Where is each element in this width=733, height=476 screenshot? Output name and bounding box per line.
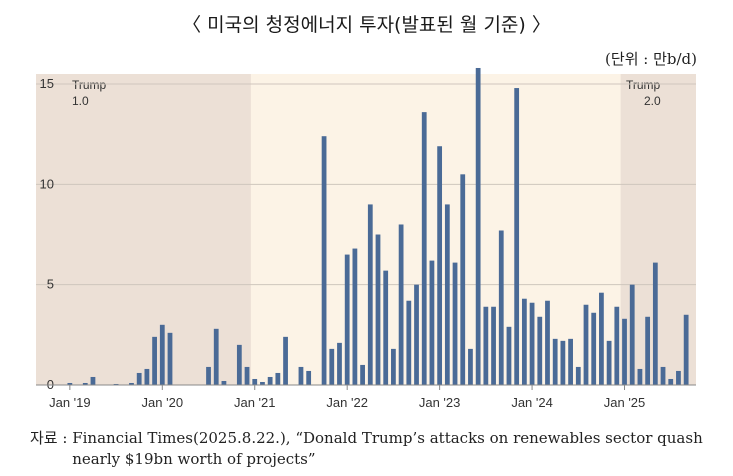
bar <box>391 348 396 385</box>
shaded-period-sublabel: 2.0 <box>644 94 661 108</box>
bar <box>521 298 527 385</box>
bar <box>398 224 404 385</box>
bar <box>236 344 242 385</box>
bar <box>260 381 265 385</box>
chart-title: 〈 미국의 청정에너지 투자(발표된 월 기준) 〉 <box>182 14 551 36</box>
bar <box>514 88 520 385</box>
bar <box>437 146 443 385</box>
bar <box>676 370 681 385</box>
bar <box>552 338 558 385</box>
bar <box>475 67 481 385</box>
bar <box>329 348 335 385</box>
bar <box>159 324 165 385</box>
bar <box>506 326 512 385</box>
y-tick-label: 15 <box>40 76 54 91</box>
bar <box>213 328 219 385</box>
bar <box>383 270 389 385</box>
bar <box>614 306 620 385</box>
bar <box>668 378 674 385</box>
bar <box>375 234 381 385</box>
bar <box>575 366 581 385</box>
bar <box>468 348 473 385</box>
bar <box>90 376 96 385</box>
bar <box>352 248 358 385</box>
bar <box>645 316 651 385</box>
x-tick-label: Jan '19 <box>49 395 91 410</box>
bar <box>537 316 543 385</box>
bar <box>629 284 635 385</box>
bar <box>568 338 573 385</box>
bar <box>298 366 304 385</box>
bar <box>252 378 258 385</box>
bar <box>152 336 157 385</box>
bar <box>529 302 535 385</box>
bar <box>452 262 458 385</box>
bar <box>606 340 612 385</box>
bar <box>483 306 489 385</box>
bar <box>136 372 142 385</box>
y-tick-label: 5 <box>47 277 54 292</box>
x-tick-label: Jan '22 <box>326 395 368 410</box>
bar <box>460 174 466 385</box>
bar <box>622 318 627 385</box>
bar <box>683 314 689 385</box>
bar <box>221 380 227 385</box>
bar <box>429 260 435 385</box>
unit-label: (단위 : 만b/d) <box>605 50 697 68</box>
bar <box>652 262 658 385</box>
bar <box>498 230 504 385</box>
bar <box>637 368 643 385</box>
bar <box>344 254 350 385</box>
bar <box>360 364 365 385</box>
x-tick-label: Jan '20 <box>142 395 184 410</box>
bar <box>306 370 312 385</box>
bar <box>267 376 273 385</box>
bar <box>414 284 419 385</box>
bar <box>560 340 566 385</box>
bar <box>82 382 88 385</box>
bar <box>591 312 597 385</box>
x-tick-label: Jan '24 <box>511 395 553 410</box>
bar <box>275 372 281 385</box>
bar <box>321 136 327 385</box>
bar <box>660 366 666 385</box>
shaded-period-label: Trump <box>626 78 661 92</box>
x-tick-label: Jan '25 <box>604 395 646 410</box>
bar <box>244 366 250 385</box>
bar <box>491 306 496 385</box>
bar <box>421 112 427 385</box>
bar <box>206 366 211 385</box>
x-tick-label: Jan '23 <box>419 395 461 410</box>
shaded-period-label: Trump <box>72 78 107 92</box>
source-text: Financial Times(2025.8.22.), “Donald Tru… <box>72 429 703 468</box>
bar <box>583 304 589 385</box>
shaded-period-sublabel: 1.0 <box>72 94 89 108</box>
bar <box>337 342 342 385</box>
shaded-period <box>36 74 251 385</box>
bar <box>367 204 373 385</box>
bar <box>283 336 288 385</box>
bar <box>545 300 550 385</box>
bar <box>406 300 412 385</box>
bar <box>67 382 73 385</box>
x-tick-label: Jan '21 <box>234 395 276 410</box>
source-note: 자료 : Financial Times(2025.8.22.), “Donal… <box>30 428 720 470</box>
bar <box>167 332 173 385</box>
y-tick-label: 10 <box>40 176 54 191</box>
bar <box>129 382 134 385</box>
bar <box>144 368 150 385</box>
source-label: 자료 : <box>30 429 73 447</box>
bar <box>599 292 604 385</box>
bar <box>444 204 450 385</box>
